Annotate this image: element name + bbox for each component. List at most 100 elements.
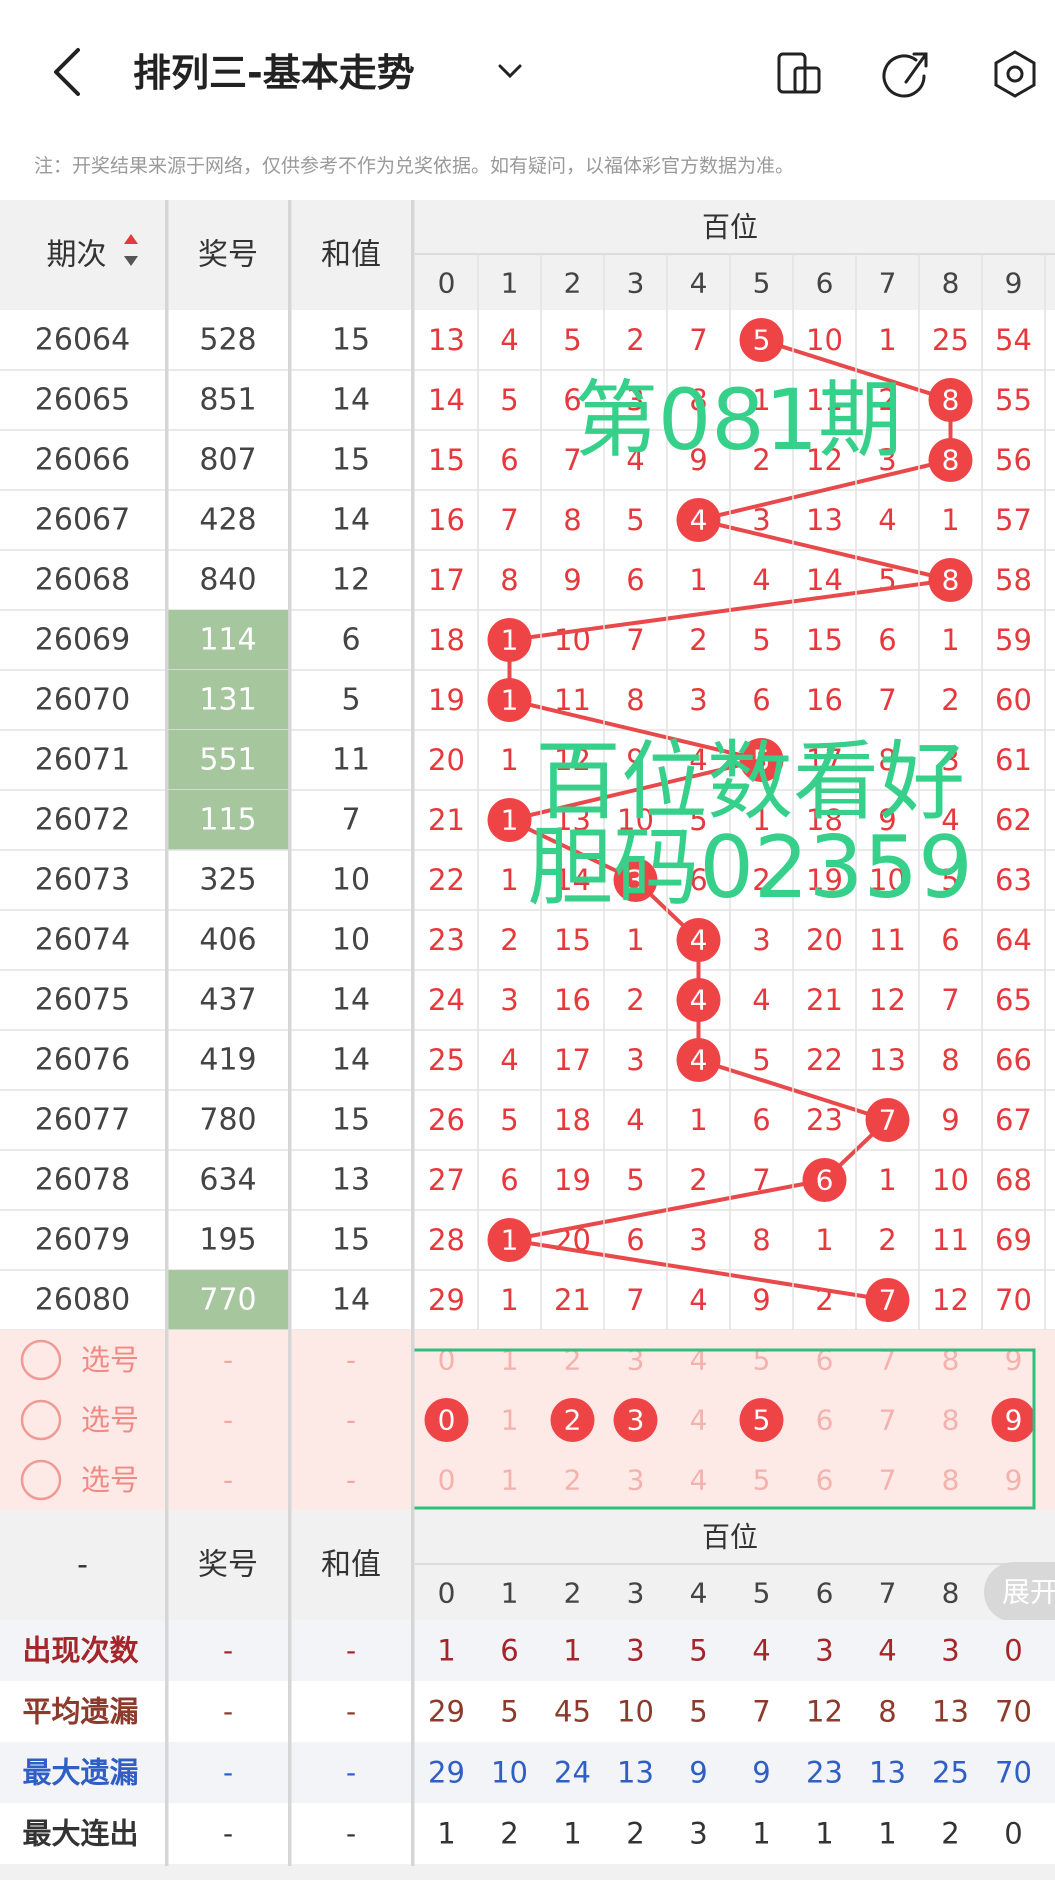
select-digit[interactable]: 5 (753, 1464, 771, 1497)
period: 26064 (35, 323, 130, 358)
select-toggle[interactable] (20, 1459, 62, 1501)
select-toggle[interactable] (20, 1399, 62, 1441)
hit-digit: 7 (879, 1104, 897, 1137)
select-digit[interactable]: 2 (564, 1464, 582, 1497)
omission: 24 (428, 983, 465, 1017)
expand-button[interactable] (984, 1562, 1055, 1622)
stats-label: 最大遗漏 (22, 1756, 138, 1790)
digit-header: 0 (438, 1577, 456, 1610)
omission: 13 (806, 503, 843, 537)
stat-value: 9 (752, 1756, 770, 1790)
omission: 6 (626, 563, 644, 597)
omission: 58 (995, 563, 1032, 597)
share-icon[interactable] (882, 52, 928, 98)
omission: 3 (626, 1043, 644, 1077)
select-digit[interactable]: 0 (438, 1404, 456, 1437)
select-digit[interactable]: 9 (1005, 1404, 1023, 1437)
hit-ball (865, 1098, 910, 1142)
draw-number: 528 (199, 323, 256, 358)
select-toggle[interactable] (20, 1339, 62, 1381)
select-digit[interactable]: 1 (501, 1464, 519, 1497)
omission: 8 (878, 743, 896, 777)
select-digit[interactable]: 6 (816, 1464, 834, 1497)
stats-number: - (223, 1695, 233, 1728)
device-icon[interactable] (777, 52, 821, 94)
omission: 3 (941, 743, 959, 777)
draw-number: 770 (199, 1283, 256, 1318)
omission: 68 (995, 1163, 1032, 1197)
select-digit[interactable]: 5 (753, 1404, 771, 1437)
omission: 5 (626, 503, 644, 537)
select-digit[interactable]: 2 (564, 1404, 582, 1437)
hit-ball (865, 1278, 910, 1322)
hit-digit: 4 (690, 504, 708, 537)
select-digit[interactable]: 6 (816, 1404, 834, 1437)
stat-value: 70 (995, 1695, 1032, 1729)
select-digit[interactable]: 3 (627, 1344, 645, 1377)
column-separator (165, 200, 169, 1866)
hit-ball (676, 978, 721, 1022)
hit-digit: 7 (879, 1284, 897, 1317)
omission: 4 (626, 443, 644, 477)
omission: 54 (995, 323, 1032, 357)
select-digit[interactable]: 8 (942, 1464, 960, 1497)
omission: 7 (941, 983, 959, 1017)
select-digit[interactable]: 7 (879, 1464, 897, 1497)
select-digit[interactable]: 3 (627, 1464, 645, 1497)
stat-value: 3 (941, 1634, 959, 1668)
omission: 25 (428, 1043, 465, 1077)
omission: 3 (500, 983, 518, 1017)
period: 26080 (35, 1283, 130, 1318)
select-number: - (223, 1344, 233, 1377)
settings-icon[interactable] (994, 50, 1036, 98)
omission: 2 (689, 1163, 707, 1197)
select-digit[interactable]: 4 (690, 1404, 708, 1437)
select-digit[interactable]: 8 (942, 1404, 960, 1437)
select-digit[interactable]: 1 (501, 1404, 519, 1437)
stat-value: 10 (617, 1695, 654, 1729)
column-header: 和值 (321, 1548, 381, 1583)
stat-value: 6 (500, 1634, 518, 1668)
select-digit[interactable]: 7 (879, 1404, 897, 1437)
back-button[interactable] (54, 48, 80, 96)
stats-number: - (223, 1756, 233, 1789)
hit-digit: 1 (501, 684, 519, 717)
digit-header: 6 (816, 267, 834, 300)
stat-value: 10 (491, 1756, 528, 1790)
select-digit[interactable]: 7 (879, 1344, 897, 1377)
select-digit[interactable]: 0 (438, 1464, 456, 1497)
omission: 2 (626, 983, 644, 1017)
select-digit[interactable]: 4 (690, 1344, 708, 1377)
period: 26075 (35, 983, 130, 1018)
select-digit[interactable]: 9 (1005, 1344, 1023, 1377)
select-digit[interactable]: 8 (942, 1344, 960, 1377)
draw-number: 840 (199, 563, 256, 598)
omission: 5 (500, 1103, 518, 1137)
sum: 15 (332, 323, 370, 358)
omission: 8 (752, 1223, 770, 1257)
stat-value: 4 (878, 1634, 896, 1668)
hit-ball (802, 1158, 847, 1202)
digit-header: 6 (816, 1577, 834, 1610)
select-digit[interactable]: 2 (564, 1344, 582, 1377)
select-digit[interactable]: 6 (816, 1344, 834, 1377)
omission: 6 (500, 443, 518, 477)
select-digit[interactable]: 5 (753, 1344, 771, 1377)
sum: 15 (332, 1103, 370, 1138)
digit-header: 1 (501, 1577, 519, 1610)
select-digit[interactable]: 9 (1005, 1464, 1023, 1497)
omission: 18 (428, 623, 465, 657)
selected-ball (991, 1398, 1036, 1442)
stat-value: 29 (428, 1756, 465, 1790)
select-digit[interactable]: 1 (501, 1344, 519, 1377)
draw-number: 325 (199, 863, 256, 898)
dropdown[interactable] (498, 64, 522, 79)
stat-value: 24 (554, 1756, 591, 1790)
select-digit[interactable]: 0 (438, 1344, 456, 1377)
omission: 17 (554, 1043, 591, 1077)
select-digit[interactable]: 4 (690, 1464, 708, 1497)
stat-value: 13 (932, 1695, 969, 1729)
select-digit[interactable]: 3 (627, 1404, 645, 1437)
stat-value: 5 (500, 1695, 518, 1729)
